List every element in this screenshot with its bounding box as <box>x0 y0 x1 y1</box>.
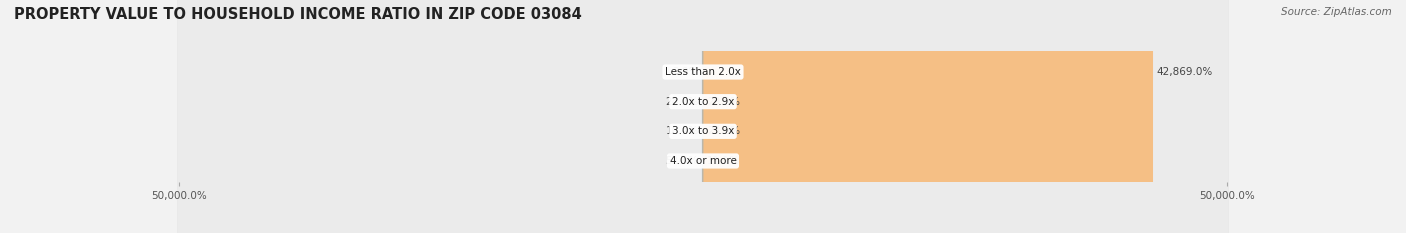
FancyBboxPatch shape <box>177 0 1229 233</box>
FancyBboxPatch shape <box>702 0 703 233</box>
FancyBboxPatch shape <box>177 0 1229 233</box>
FancyBboxPatch shape <box>703 0 1153 233</box>
FancyBboxPatch shape <box>177 0 1229 233</box>
Text: 3.9%: 3.9% <box>672 67 699 77</box>
Text: 52.3%: 52.3% <box>665 156 699 166</box>
Text: 11.1%: 11.1% <box>707 156 741 166</box>
Text: Less than 2.0x: Less than 2.0x <box>665 67 741 77</box>
Text: 16.4%: 16.4% <box>665 126 699 136</box>
Text: 3.0x to 3.9x: 3.0x to 3.9x <box>672 126 734 136</box>
Text: PROPERTY VALUE TO HOUSEHOLD INCOME RATIO IN ZIP CODE 03084: PROPERTY VALUE TO HOUSEHOLD INCOME RATIO… <box>14 7 582 22</box>
FancyBboxPatch shape <box>177 0 1229 233</box>
Text: 42,869.0%: 42,869.0% <box>1157 67 1213 77</box>
Text: 24.2%: 24.2% <box>665 97 699 107</box>
Text: 29.0%: 29.0% <box>707 97 741 107</box>
Text: Source: ZipAtlas.com: Source: ZipAtlas.com <box>1281 7 1392 17</box>
Text: 2.0x to 2.9x: 2.0x to 2.9x <box>672 97 734 107</box>
Legend: Without Mortgage, With Mortgage: Without Mortgage, With Mortgage <box>595 230 811 233</box>
Text: 25.6%: 25.6% <box>707 126 741 136</box>
Text: 4.0x or more: 4.0x or more <box>669 156 737 166</box>
